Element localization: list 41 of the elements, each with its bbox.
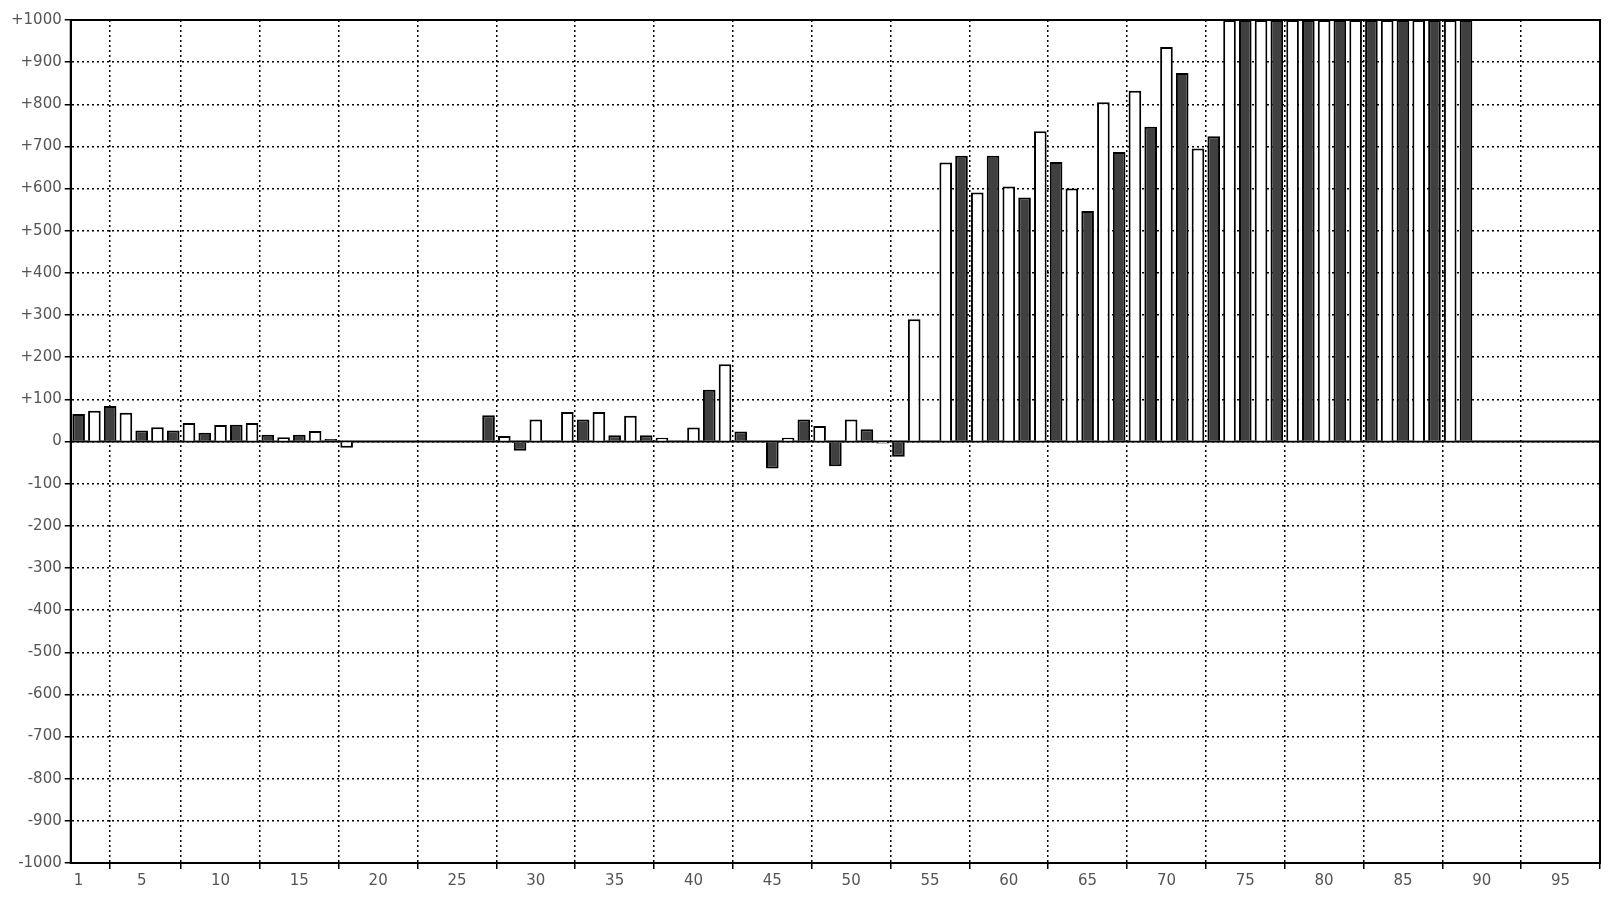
y-tick-label: +700 — [20, 136, 62, 155]
y-tick-label: -700 — [27, 726, 62, 745]
x-tick-label: 10 — [210, 870, 231, 889]
x-tick-label: 95 — [1551, 870, 1571, 889]
x-tick-label: 50 — [841, 870, 861, 889]
y-tick-label: -500 — [27, 642, 62, 661]
x-tick-label: 65 — [1078, 870, 1098, 889]
y-tick-label: -600 — [27, 684, 62, 703]
y-tick-label: 0 — [52, 431, 62, 450]
x-tick-label: 85 — [1393, 870, 1413, 889]
y-tick-label: -1000 — [18, 852, 62, 871]
x-tick-label: 15 — [289, 870, 309, 889]
x-tick-label: 35 — [605, 870, 625, 889]
x-tick-label: 45 — [762, 870, 782, 889]
y-tick-label: -300 — [27, 557, 62, 576]
y-tick-label: +1000 — [10, 9, 62, 28]
y-tick-label: -200 — [27, 515, 62, 534]
y-tick-label: +300 — [20, 304, 62, 323]
y-tick-label: +800 — [20, 94, 62, 113]
y-tick-label: -100 — [27, 473, 62, 492]
x-tick-label: 30 — [526, 870, 546, 889]
x-tick-label: 75 — [1235, 870, 1255, 889]
x-tick-label: 25 — [447, 870, 467, 889]
x-tick-label: 80 — [1314, 870, 1334, 889]
x-tick-label: 20 — [368, 870, 388, 889]
y-tick-label: +100 — [20, 389, 62, 408]
x-tick-label: 60 — [999, 870, 1019, 889]
x-tick-label: 40 — [683, 870, 704, 889]
y-tick-label: +500 — [20, 220, 62, 239]
y-tick-label: +400 — [20, 262, 62, 281]
y-tick-label: +600 — [20, 178, 62, 197]
x-tick-label: 90 — [1472, 870, 1492, 889]
y-tick-label: +200 — [20, 347, 62, 366]
y-tick-label: -900 — [27, 810, 62, 829]
x-tick-label: 5 — [136, 870, 147, 889]
y-tick-label: -400 — [27, 599, 62, 618]
y-tick-label: +900 — [20, 52, 62, 71]
x-tick-label: 70 — [1156, 870, 1176, 889]
y-tick-label: -800 — [27, 768, 62, 787]
x-tick-label: 1 — [73, 870, 84, 889]
x-tick-label: 55 — [920, 870, 940, 889]
